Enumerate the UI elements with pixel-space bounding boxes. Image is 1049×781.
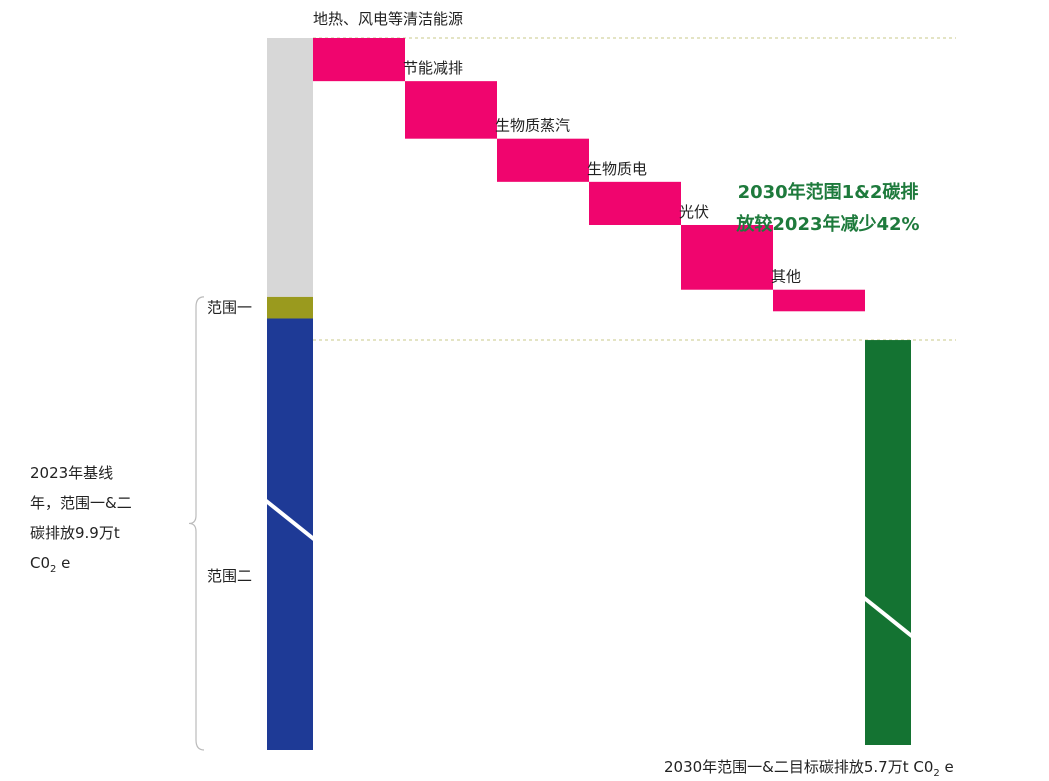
target-label-subscript: 2 [933,768,939,779]
baseline-brace [188,296,205,751]
axis-break-mark-target [861,595,915,639]
step-bar-6 [773,289,865,312]
baseline-label-line-1: 2023年基线 [30,464,113,482]
baseline-segment-other [267,38,313,297]
baseline-label-line-2: 年，范围一&二 [30,494,132,512]
step-label-1: 地热、风电等清洁能源 [313,10,463,28]
baseline-label-line-4: C02 e [30,554,70,575]
target-label: 2030年范围一&二目标碳排放5.7万t C02 e [664,758,954,779]
reduction-annotation-line-2: 放较2023年减少42% [735,213,919,235]
scope2-label: 范围二 [207,567,252,585]
step-bar-4 [589,181,681,225]
step-label-3: 生物质蒸汽 [495,117,570,135]
step-bar-1 [313,38,405,82]
step-bar-3 [497,138,589,182]
baseline-segment-scope1 [267,296,313,319]
target-bar-2030 [865,340,911,745]
scope1-label: 范围一 [207,299,252,317]
step-bar-2 [405,81,497,139]
baseline-label-subscript: 2 [50,564,56,575]
step-label-6: 其他 [771,268,801,286]
step-label-5: 光伏 [679,203,709,221]
step-bar-5 [681,224,773,290]
baseline-label-line-3: 碳排放9.9万t [30,524,120,542]
axis-break-mark-baseline [263,498,317,542]
step-label-2: 节能减排 [403,59,463,77]
step-label-4: 生物质电 [587,160,647,178]
reduction-annotation-line-1: 2030年范围1&2碳排 [738,181,919,203]
